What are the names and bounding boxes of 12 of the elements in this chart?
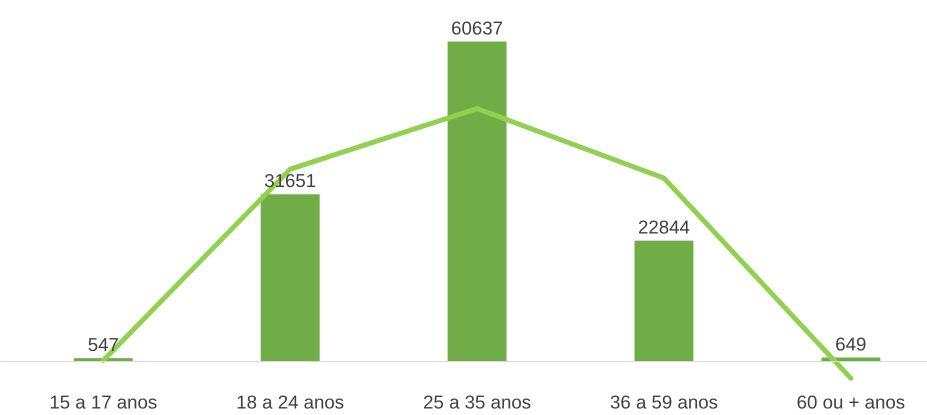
bar [634,240,694,362]
data-label: 22844 [638,216,690,238]
data-label: 60637 [451,17,504,38]
bar [260,194,320,362]
bar [448,42,507,362]
x-tick-label: 60 ou + anos [796,392,906,412]
x-tick-label: 18 a 24 anos [236,392,344,412]
x-tick-label: 36 a 59 anos [610,392,718,412]
x-tick-label: 15 a 17 anos [49,392,158,412]
data-label: 649 [835,333,866,354]
x-tick-label: 25 a 35 anos [423,392,532,412]
data-label: 547 [88,334,119,355]
